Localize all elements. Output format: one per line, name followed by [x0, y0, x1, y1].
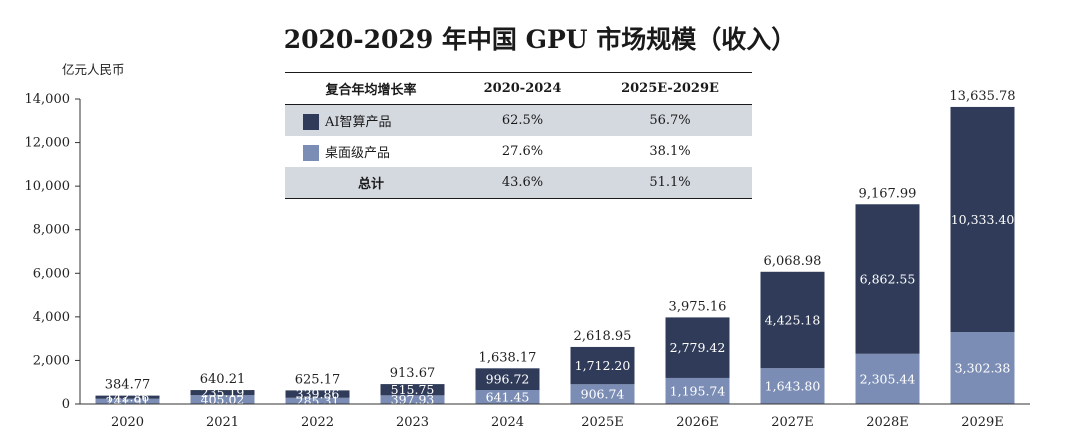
- y-tick-label: 14,000: [25, 92, 71, 107]
- y-tick-label: 8,000: [33, 223, 70, 238]
- y-axis: 0 2,000 4,000 6,000 8,000 10,000 12,000 14,000: [25, 92, 81, 412]
- ai-series-swatch-icon: [303, 114, 319, 131]
- bar-segment-ai: [950, 106, 1015, 333]
- x-tick-label: 2022: [301, 415, 334, 430]
- bar-value-label-ai: 515.75: [391, 382, 435, 397]
- bar-value-label-desktop: 1,195.74: [670, 383, 726, 398]
- x-tick-label: 2028E: [866, 415, 909, 430]
- bar-total-label: 6,068.98: [764, 254, 822, 269]
- bar-segment-desktop: [760, 368, 825, 404]
- bar-total-label: 640.21: [200, 372, 246, 387]
- x-tick-label: 2024: [491, 415, 524, 430]
- cagr-row-desktop: 桌面级产品 27.6% 38.1%: [285, 136, 752, 167]
- bar-value-label-desktop: 241.91: [106, 394, 150, 409]
- bar-value-label-desktop: 641.45: [486, 390, 530, 405]
- bar-segment-desktop: [380, 395, 445, 404]
- cagr-row-name: 总计: [285, 167, 457, 199]
- cagr-header-row: 复合年均增长率 2020-2024 2025E-2029E: [285, 72, 752, 105]
- y-tick-label: 10,000: [25, 179, 71, 194]
- bar-value-label-ai: 1,712.20: [575, 358, 631, 373]
- bar-segment-ai: [285, 390, 350, 398]
- y-tick-label: 0: [62, 397, 70, 412]
- bar-segment-desktop: [285, 397, 350, 404]
- bar-total-label: 9,167.99: [859, 186, 917, 201]
- cagr-table: 复合年均增长率 2020-2024 2025E-2029E AI智算产品 62.…: [285, 72, 752, 199]
- bar-value-label-ai: 4,425.18: [765, 312, 821, 327]
- bar-segment-desktop: [95, 398, 160, 404]
- bar-value-label-ai: 2,779.42: [670, 340, 726, 355]
- x-tick-label: 2026E: [676, 415, 719, 430]
- bar-value-label-desktop: 906.74: [581, 387, 625, 402]
- bar-segment-ai: [190, 390, 255, 396]
- bar-segment-ai: [95, 395, 160, 399]
- cagr-row-label: AI智算产品: [285, 104, 457, 136]
- cagr-row-ai: AI智算产品 62.5% 56.7%: [285, 104, 752, 136]
- bar-segment-ai: [760, 271, 825, 369]
- cagr-value: 43.6%: [457, 167, 589, 199]
- bar-total-label: 2,618.95: [574, 329, 632, 344]
- cagr-header-metric: 复合年均增长率: [285, 72, 457, 105]
- bar-total-label: 384.77: [105, 378, 151, 393]
- x-tick-label: 2021: [206, 415, 239, 430]
- bar-segment-desktop: [190, 395, 255, 404]
- x-tick-label: 2020: [111, 415, 144, 430]
- cagr-header-period-1: 2020-2024: [457, 72, 589, 105]
- cagr-row-name: 桌面级产品: [325, 145, 391, 161]
- desktop-series-swatch-icon: [303, 145, 319, 162]
- bar-value-label-ai: 996.72: [486, 372, 530, 387]
- y-tick-label: 4,000: [33, 310, 70, 325]
- cagr-value: 62.5%: [457, 104, 589, 136]
- bar-segment-desktop: [665, 377, 730, 404]
- x-tick-label: 2025E: [581, 415, 624, 430]
- bar-total-label: 625.17: [295, 372, 341, 387]
- x-tick-label: 2027E: [771, 415, 814, 430]
- y-tick-label: 6,000: [33, 266, 70, 281]
- cagr-row-label: 桌面级产品: [285, 136, 457, 167]
- cagr-value: 38.1%: [649, 144, 691, 159]
- bar-value-label-ai: 10,333.40: [951, 212, 1015, 227]
- cagr-row-name: AI智算产品: [325, 114, 392, 130]
- cagr-row-total: 总计 43.6% 51.1%: [285, 167, 752, 199]
- bar-segment-desktop: [475, 390, 540, 404]
- x-tick-label: 2029E: [961, 415, 1004, 430]
- bar-total-label: 3,975.16: [669, 299, 727, 314]
- bar-value-label-desktop: 397.93: [391, 392, 435, 407]
- bar-total-label: 913.67: [390, 366, 436, 381]
- bar-value-label-ai: 6,862.55: [860, 272, 916, 287]
- x-axis: 2020 2021 2022 2023 2024 2025E 2026E 2027E 2028E…: [80, 403, 1030, 430]
- bar-value-label-desktop: 1,643.80: [765, 379, 821, 394]
- bar-segment-ai: [380, 384, 445, 396]
- bar-segment-ai: [475, 368, 540, 391]
- bar-value-label-desktop: 3,302.38: [955, 361, 1011, 376]
- y-axis-unit-label: 亿元人民币: [62, 62, 125, 77]
- bar-segment-ai: [855, 204, 920, 354]
- cagr-value: 56.7%: [588, 104, 752, 136]
- y-tick-label: 12,000: [25, 136, 71, 151]
- bar-value-label-desktop: 285.31: [296, 393, 340, 408]
- x-tick-label: 2023: [396, 415, 429, 430]
- bar-segment-ai: [570, 346, 635, 385]
- bar-segment-ai: [665, 317, 730, 378]
- bar-value-label-ai: 142.86: [106, 390, 150, 405]
- cagr-header-period-2: 2025E-2029E: [588, 72, 752, 105]
- bar-value-label-desktop: 405.02: [201, 392, 245, 407]
- bar-total-label: 1,638.17: [479, 350, 537, 365]
- bar-value-label-desktop: 2,305.44: [860, 371, 916, 386]
- bar-segment-desktop: [855, 353, 920, 404]
- bar-segment-desktop: [950, 332, 1015, 404]
- chart-title: 2020-2029 年中国 GPU 市场规模（收入）: [283, 25, 797, 54]
- bar-total-label: 13,635.78: [949, 89, 1015, 104]
- cagr-value: 51.1%: [588, 167, 752, 199]
- bar-value-label-ai: 339.86: [296, 387, 340, 402]
- bar-segment-desktop: [570, 384, 635, 404]
- bar-value-label-ai: 235.19: [201, 385, 245, 400]
- y-tick-label: 2,000: [33, 353, 70, 368]
- cagr-value: 27.6%: [501, 144, 544, 159]
